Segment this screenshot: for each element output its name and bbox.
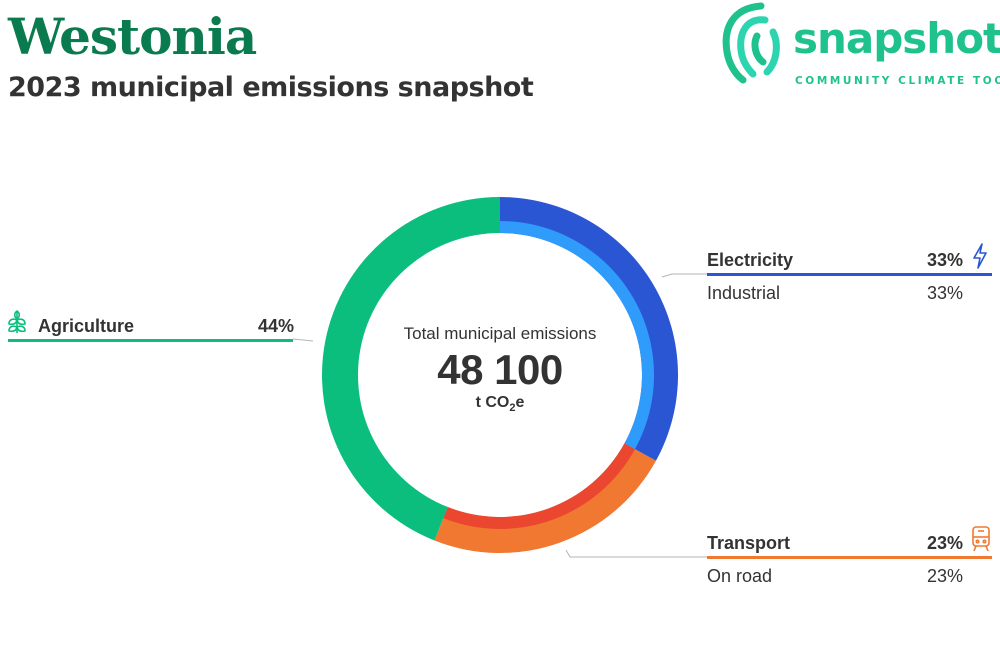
agriculture-percent: 44% <box>257 316 294 336</box>
unit-prefix: t CO <box>475 394 510 411</box>
unit-subscript: 2 <box>509 402 516 415</box>
fingerprint-logo-icon <box>722 2 780 84</box>
legend-agriculture: Agriculture 44% <box>38 316 294 338</box>
lightning-icon <box>973 243 987 269</box>
on-road-label: On road <box>707 566 773 586</box>
train-icon <box>972 526 990 552</box>
transport-leader-line <box>565 549 707 558</box>
legend-transport: Transport 23% <box>707 533 963 555</box>
page-subtitle: 2023 municipal emissions snapshot <box>8 72 534 103</box>
transport-percent: 23% <box>926 533 963 553</box>
agriculture-label: Agriculture <box>38 316 135 336</box>
electricity-leader-line <box>661 273 707 278</box>
on-road-subslice <box>443 443 635 529</box>
legend-industrial: Industrial 33% <box>707 283 963 305</box>
transport-rule <box>707 556 992 559</box>
sprout-icon <box>8 310 26 333</box>
electricity-percent: 33% <box>926 250 963 270</box>
on-road-percent: 23% <box>926 566 963 586</box>
agriculture-rule <box>8 339 293 342</box>
total-emissions-value: 48 100 <box>437 346 563 393</box>
logo-wordmark: snapshot <box>793 14 1000 63</box>
donut-center-summary: Total municipal emissions 48 100 t CO2e <box>380 324 620 414</box>
agriculture-slice <box>321 197 500 541</box>
snapshot-logo: snapshot COMMUNITY CLIMATE TOOL <box>710 0 1000 92</box>
center-label: Total municipal emissions <box>403 324 597 343</box>
unit-suffix: e <box>515 394 525 411</box>
industrial-subslice <box>500 221 654 450</box>
legend-electricity: Electricity 33% <box>707 250 963 272</box>
industrial-label: Industrial <box>707 283 781 303</box>
industrial-percent: 33% <box>926 283 963 303</box>
logo-tagline: COMMUNITY CLIMATE TOOL <box>795 75 1000 87</box>
legend-on-road: On road 23% <box>707 566 963 588</box>
electricity-rule <box>707 273 992 276</box>
transport-label: Transport <box>707 533 791 553</box>
electricity-slice <box>500 197 678 461</box>
emissions-unit: t CO2e <box>380 394 620 414</box>
electricity-label: Electricity <box>707 250 794 270</box>
page-title: Westonia <box>8 7 257 66</box>
agriculture-leader-line <box>292 338 314 342</box>
